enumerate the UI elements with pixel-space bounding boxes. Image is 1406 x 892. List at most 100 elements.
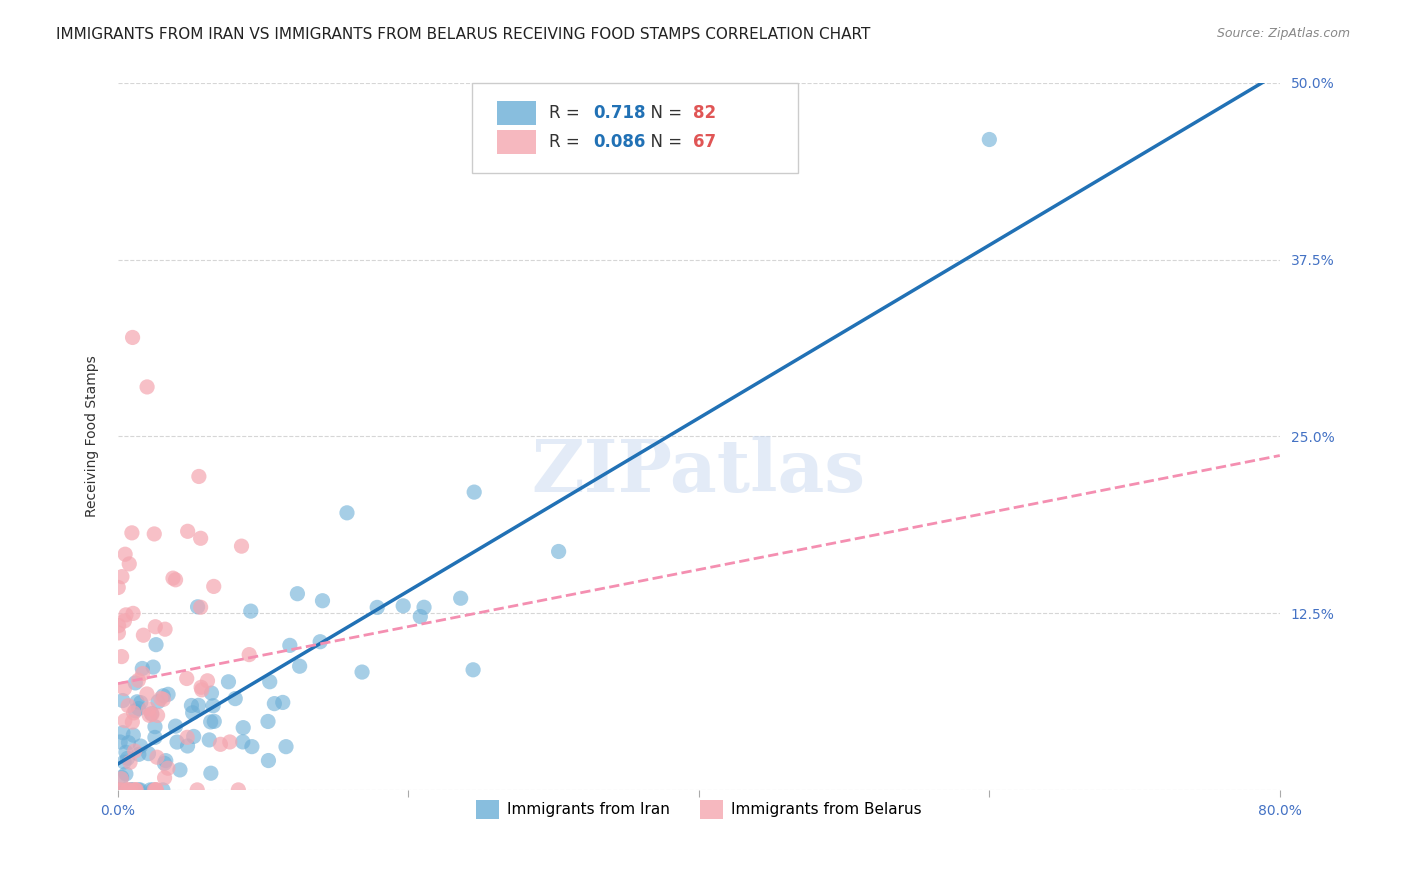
Point: [162, 571, 184, 585]
Point: [392, 599, 415, 613]
Point: [128, 701, 150, 715]
Point: [187, 469, 209, 483]
Point: [128, 747, 150, 762]
Point: [121, 330, 143, 344]
Point: [176, 672, 198, 686]
Point: [121, 525, 143, 540]
Text: 67: 67: [693, 133, 716, 152]
Point: [190, 600, 212, 615]
Point: [152, 689, 174, 703]
Point: [176, 731, 198, 745]
Point: [278, 639, 301, 653]
Point: [198, 733, 221, 747]
Point: [142, 783, 165, 797]
Point: [259, 674, 281, 689]
Point: [165, 573, 187, 587]
Point: [238, 648, 260, 662]
Point: [155, 754, 177, 768]
Point: [146, 695, 169, 709]
Point: [287, 587, 309, 601]
Point: [190, 680, 212, 694]
Point: [156, 761, 179, 775]
Point: [263, 697, 285, 711]
Point: [146, 750, 169, 764]
Point: [461, 663, 484, 677]
Point: [118, 756, 141, 770]
Point: [142, 660, 165, 674]
Point: [146, 708, 169, 723]
Point: [114, 681, 136, 696]
Point: [127, 783, 149, 797]
Point: [200, 714, 222, 729]
Point: [231, 539, 253, 553]
Point: [979, 132, 1001, 146]
Point: [120, 783, 142, 797]
Legend: Immigrants from Iran, Immigrants from Belarus: Immigrants from Iran, Immigrants from Be…: [470, 794, 928, 825]
Point: [143, 527, 166, 541]
Point: [120, 783, 142, 797]
Point: [217, 674, 239, 689]
Point: [110, 649, 132, 664]
Point: [115, 767, 138, 781]
Point: [114, 783, 136, 797]
Point: [257, 754, 280, 768]
Point: [129, 783, 152, 797]
Point: [139, 783, 162, 797]
Point: [180, 698, 202, 713]
Point: [111, 569, 134, 583]
Point: [141, 706, 163, 721]
Point: [138, 708, 160, 723]
Point: [190, 531, 212, 545]
Point: [336, 506, 359, 520]
FancyBboxPatch shape: [472, 83, 797, 173]
Point: [200, 686, 222, 700]
Point: [153, 771, 176, 785]
Point: [169, 763, 191, 777]
Point: [311, 593, 333, 607]
Point: [107, 783, 129, 797]
Text: N =: N =: [640, 103, 688, 121]
Point: [191, 682, 214, 697]
Point: [108, 735, 131, 749]
Point: [125, 783, 148, 797]
Point: [120, 783, 142, 797]
Point: [108, 783, 131, 797]
Point: [143, 783, 166, 797]
Point: [202, 714, 225, 729]
Text: Source: ZipAtlas.com: Source: ZipAtlas.com: [1216, 27, 1350, 40]
Point: [136, 687, 159, 701]
Point: [145, 783, 167, 797]
Point: [124, 676, 146, 690]
Point: [547, 544, 569, 558]
Point: [166, 735, 188, 749]
Point: [107, 618, 129, 632]
Point: [239, 604, 262, 618]
Y-axis label: Receiving Food Stamps: Receiving Food Stamps: [86, 356, 100, 517]
Point: [228, 783, 250, 797]
Text: 0.718: 0.718: [593, 103, 645, 121]
Point: [112, 614, 135, 628]
FancyBboxPatch shape: [496, 101, 536, 125]
Point: [157, 687, 180, 701]
Point: [309, 634, 332, 648]
Point: [181, 706, 204, 720]
Point: [125, 695, 148, 709]
Point: [183, 730, 205, 744]
Point: [143, 731, 166, 745]
Point: [149, 691, 172, 706]
Point: [117, 783, 139, 797]
Point: [257, 714, 280, 729]
Point: [274, 739, 297, 754]
Point: [409, 609, 432, 624]
Point: [165, 719, 187, 733]
Point: [232, 721, 254, 735]
Point: [114, 547, 136, 561]
Point: [117, 751, 139, 765]
Point: [176, 524, 198, 539]
Point: [122, 607, 145, 621]
Point: [197, 673, 219, 688]
Point: [110, 770, 132, 784]
Point: [271, 695, 294, 709]
Point: [152, 783, 174, 797]
Point: [153, 622, 176, 636]
